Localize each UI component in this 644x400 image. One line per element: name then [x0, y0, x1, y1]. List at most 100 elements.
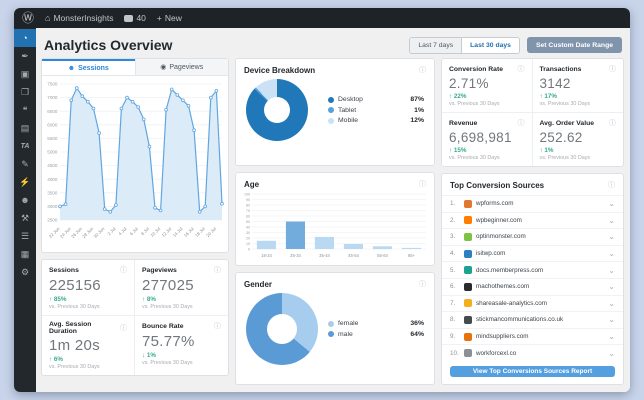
tab-pageviews[interactable]: ◉ Pageviews	[134, 59, 228, 75]
svg-text:12 Jul: 12 Jul	[161, 226, 173, 238]
sidebar-item-plugins[interactable]: ⚡	[14, 173, 36, 191]
sidebar-item-analytics[interactable]: ▦	[14, 245, 36, 263]
info-icon[interactable]: ⓘ	[609, 66, 616, 73]
favicon-icon	[464, 299, 472, 308]
sidebar-item-pages[interactable]: ❐	[14, 83, 36, 101]
source-domain: stickmancommunications.co.uk	[476, 316, 564, 324]
ta-plugin-icon: TA	[20, 142, 30, 150]
source-row[interactable]: 2. wpbeginner.com ⌄	[442, 211, 623, 229]
chevron-down-icon[interactable]: ⌄	[608, 315, 615, 325]
info-icon[interactable]: ⓘ	[214, 323, 221, 330]
kpi-value: 75.77%	[142, 333, 195, 350]
info-icon[interactable]: ⓘ	[419, 281, 426, 288]
favicon-icon	[464, 216, 472, 225]
last-7-days-button[interactable]: Last 7 days	[410, 37, 462, 53]
info-icon[interactable]: ⓘ	[517, 66, 525, 73]
source-row[interactable]: 8. stickmancommunications.co.uk ⌄	[442, 311, 623, 328]
svg-text:3000: 3000	[47, 204, 58, 209]
chevron-down-icon[interactable]: ⌄	[608, 249, 615, 259]
info-icon[interactable]: ⓘ	[419, 181, 426, 188]
info-icon[interactable]: ⓘ	[120, 267, 127, 274]
comments-icon: ❝	[22, 104, 28, 115]
sidebar-item-collapse[interactable]: ⚙	[14, 263, 36, 281]
chevron-down-icon[interactable]: ⌄	[608, 282, 615, 292]
sidebar-item-settings[interactable]: ☰	[14, 227, 36, 245]
gender-donut-chart[interactable]	[246, 293, 318, 365]
source-domain: workforcexl.co	[476, 349, 517, 357]
favicon-icon	[464, 282, 472, 291]
device-donut-chart[interactable]	[246, 79, 308, 141]
legend-dot-icon	[328, 96, 334, 103]
set-custom-date-range-button[interactable]: Set Custom Date Range	[526, 37, 622, 53]
tab-sessions[interactable]: ☻ Sessions	[42, 59, 135, 75]
kpi-value: 252.62	[539, 130, 583, 145]
site-menu[interactable]: ⌂ MonsterInsights	[45, 13, 113, 23]
sidebar-item-media[interactable]: ▣	[14, 65, 36, 83]
sidebar-item-ta-plugin[interactable]: TA	[14, 137, 36, 155]
top-conversion-sources-title: Top Conversion Sources	[450, 180, 545, 190]
view-report-button[interactable]: View Top Conversions Sources Report	[450, 365, 615, 377]
source-row[interactable]: 6. machothemes.com ⌄	[442, 277, 623, 295]
info-icon[interactable]: ⓘ	[517, 120, 525, 127]
collapse-icon: ⚙	[20, 266, 30, 277]
sidebar-item-insights[interactable]: ◔	[14, 29, 36, 47]
comments-menu[interactable]: 40	[124, 13, 146, 23]
svg-text:4000: 4000	[47, 177, 58, 182]
source-row[interactable]: 10. workforcexl.co ⌄	[442, 344, 623, 361]
chevron-down-icon[interactable]: ⌄	[608, 199, 615, 209]
kpi-avg-session-duration: Avg. Session Duration ⓘ 1m 20s ↑ 6% vs. Prev…	[42, 316, 135, 375]
kpi-note: vs. Previous 30 Days	[49, 304, 100, 310]
last-30-days-button[interactable]: Last 30 days	[461, 37, 519, 53]
info-icon[interactable]: ⓘ	[609, 120, 616, 127]
kpi-value: 2.71%	[449, 76, 489, 91]
sessions-area-chart[interactable]: 2500 3000 3500 4000 4500 5000 5500 6000 6500 7000…	[42, 76, 228, 252]
svg-text:5500: 5500	[47, 136, 58, 141]
app-window: Ⓦ ⌂ MonsterInsights 40 + New ◔ ✒ ▣ ❐ ❝ ▤ TA ✎ ⚡ ☻…	[14, 8, 630, 392]
legend-value: 1%	[414, 106, 424, 114]
source-row[interactable]: 9. mindsuppliers.com ⌄	[442, 327, 623, 345]
chevron-down-icon[interactable]: ⌄	[608, 298, 615, 308]
chevron-down-icon[interactable]: ⌄	[608, 265, 615, 275]
kpi-avg-order-value: Avg. Order Value ⓘ 252.62 ↑ 1% vs. Previous …	[533, 113, 624, 166]
feedback-icon: ▤	[20, 122, 30, 133]
info-icon[interactable]: ⓘ	[608, 182, 615, 189]
legend-value: 12%	[410, 117, 424, 124]
sidebar-item-appearance[interactable]: ✎	[14, 155, 36, 173]
svg-text:90: 90	[246, 198, 250, 202]
svg-text:7000: 7000	[47, 95, 58, 100]
sidebar-item-comments[interactable]: ❝	[14, 101, 36, 119]
chevron-down-icon[interactable]: ⌄	[608, 215, 615, 225]
info-icon[interactable]: ⓘ	[120, 325, 127, 332]
legend-label: Tablet	[338, 106, 357, 114]
source-row[interactable]: 7. shareasale-analytics.com ⌄	[442, 294, 623, 312]
source-row[interactable]: 4. isitwp.com ⌄	[442, 244, 623, 262]
sidebar-item-posts[interactable]: ✒	[14, 47, 36, 65]
chevron-down-icon[interactable]: ⌄	[608, 348, 615, 358]
sidebar-item-users[interactable]: ☻	[14, 191, 36, 209]
chevron-down-icon[interactable]: ⌄	[608, 232, 615, 242]
kpi-change: ↑ 6%	[49, 356, 63, 363]
info-icon[interactable]: ⓘ	[214, 267, 221, 274]
svg-text:2 Jul: 2 Jul	[107, 226, 117, 236]
svg-text:30 Jun: 30 Jun	[93, 226, 106, 239]
source-row[interactable]: 5. docs.memberpress.com ⌄	[442, 261, 623, 278]
wordpress-logo-icon[interactable]: Ⓦ	[22, 11, 35, 25]
sidebar-item-feedback[interactable]: ▤	[14, 119, 36, 137]
svg-text:70: 70	[246, 209, 250, 213]
svg-text:65+: 65+	[408, 253, 416, 258]
svg-text:5000: 5000	[47, 150, 58, 155]
legend-dot-icon	[328, 107, 334, 113]
source-row[interactable]: 1. wpforms.com ⌄	[442, 195, 623, 212]
svg-text:26 Jun: 26 Jun	[70, 226, 83, 239]
svg-text:4 Jul: 4 Jul	[118, 226, 128, 236]
info-icon[interactable]: ⓘ	[419, 67, 426, 74]
new-menu[interactable]: + New	[157, 13, 182, 23]
source-row[interactable]: 3. optinmonster.com ⌄	[442, 228, 623, 245]
legend-label: Desktop	[338, 96, 363, 103]
sidebar-item-tools[interactable]: ⚒	[14, 209, 36, 227]
kpi-conversion-rate: Conversion Rate ⓘ 2.71% ↑ 22% vs. Previous 3…	[442, 59, 533, 113]
favicon-icon	[464, 232, 472, 241]
chevron-down-icon[interactable]: ⌄	[608, 332, 615, 342]
legend-label: male	[338, 330, 353, 338]
